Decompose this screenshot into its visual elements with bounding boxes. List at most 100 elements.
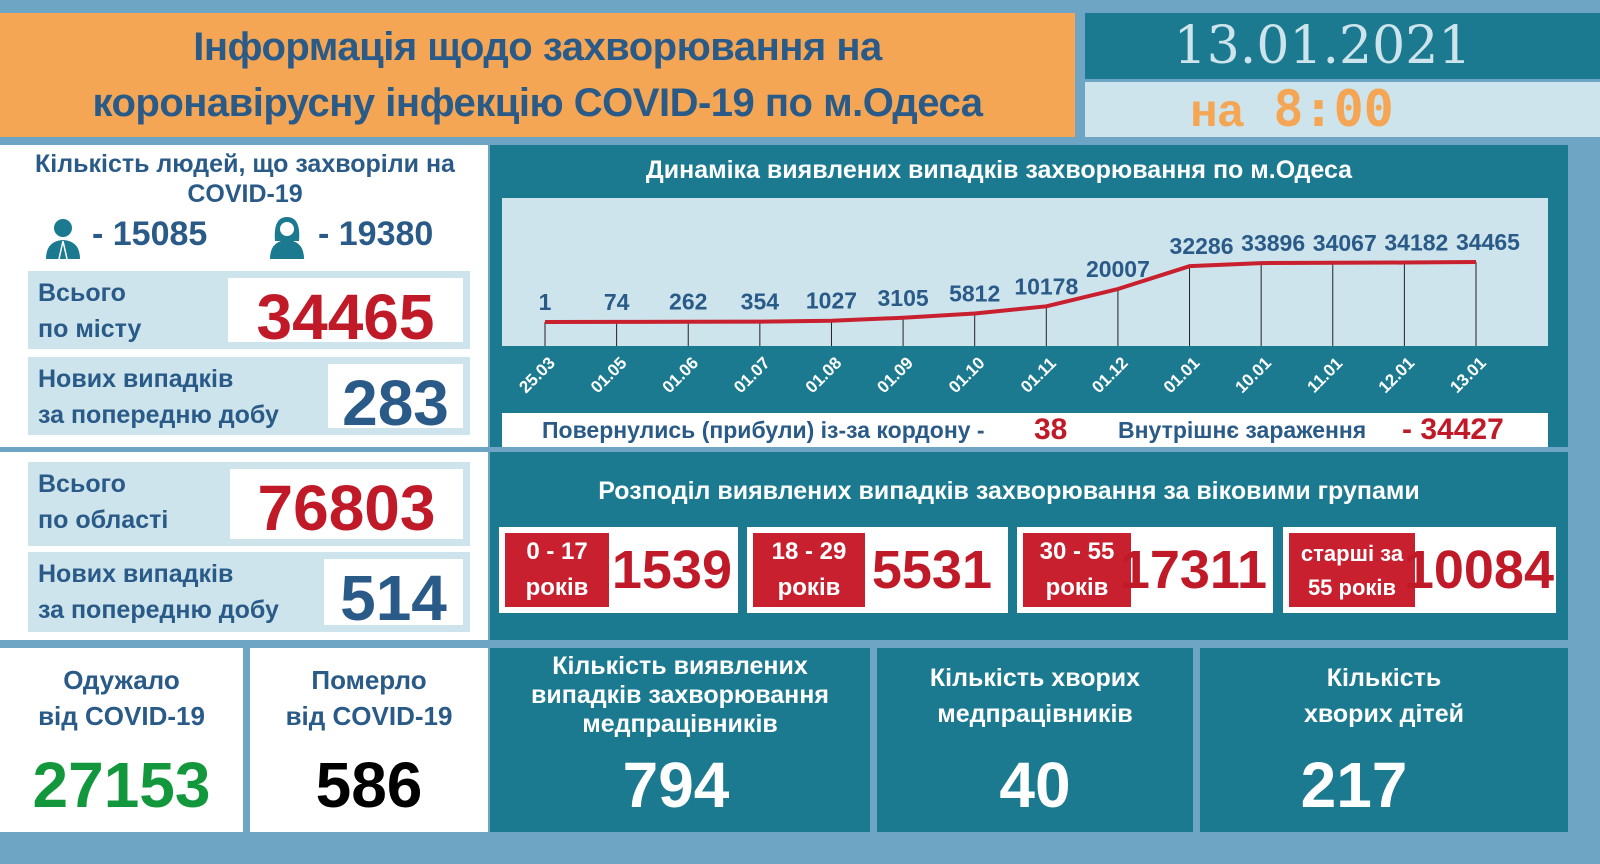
data-label: 3105 <box>877 285 928 311</box>
age-range: 18 - 29 <box>771 538 847 565</box>
age-range: 30 - 55 <box>1039 538 1115 565</box>
age-count: 1539 <box>611 540 732 600</box>
x-tick-label: 01.10 <box>945 353 989 397</box>
region-new-label: Нових випадків <box>38 560 234 588</box>
age-group-18-29: 18 - 29 років 5531 <box>747 527 1008 613</box>
x-tick-label: 01.01 <box>1160 353 1204 397</box>
x-tick-label: 01.12 <box>1088 353 1132 397</box>
data-label: 32286 <box>1170 233 1234 259</box>
died-label-2: від COVID-19 <box>285 701 453 731</box>
x-tick-label: 01.07 <box>730 353 774 397</box>
children-label: Кількість <box>1326 664 1442 692</box>
data-label: 34465 <box>1456 229 1520 255</box>
medics-sick-value: 40 <box>999 749 1071 821</box>
returned-value: 38 <box>1034 413 1068 446</box>
children-panel: Кількість хворих дітей 217 <box>1200 648 1568 832</box>
city-total-value: 34465 <box>228 278 463 353</box>
died-panel: Померло від COVID-19 586 <box>250 648 488 832</box>
x-tick-label: 12.01 <box>1375 353 1419 397</box>
data-label: 34067 <box>1313 230 1377 256</box>
died-value: 586 <box>315 749 423 821</box>
region-total-value: 76803 <box>230 469 463 544</box>
children-label-2: хворих дітей <box>1303 700 1465 728</box>
time-value: 8:00 <box>1273 80 1394 138</box>
data-label: 5812 <box>949 281 1000 307</box>
series-line <box>544 260 1477 324</box>
age-count: 10084 <box>1403 540 1554 600</box>
data-label: 20007 <box>1086 256 1150 282</box>
age-count: 5531 <box>871 540 992 600</box>
x-tick-label: 01.06 <box>659 353 703 397</box>
chart-title: Динаміка виявлених випадків захворювання… <box>645 156 1353 184</box>
woman-icon <box>270 217 304 259</box>
title-line-2: коронавірусну інфекцію COVID-19 по м.Оде… <box>92 81 983 125</box>
man-icon <box>46 219 80 259</box>
internal-label: Внутрішнє зараження <box>1118 417 1367 443</box>
city-new-label-2: за попередню добу <box>38 401 279 429</box>
x-tick-label: 01.09 <box>873 353 917 397</box>
women-count: - 19380 <box>318 215 434 253</box>
medics-cases-panel: Кількість виявлених випадків захворювання… <box>490 648 870 832</box>
report-time: на 8:00 <box>1085 82 1600 137</box>
medics-cases-value: 794 <box>622 749 730 821</box>
x-tick-label: 25.03 <box>515 353 559 397</box>
city-new-label: Нових випадків <box>38 365 234 393</box>
region-total-label-2: по області <box>38 506 169 534</box>
men-count: - 15085 <box>92 215 208 253</box>
city-new-value: 283 <box>328 364 463 439</box>
recovered-label: Одужало <box>63 665 180 695</box>
medics-cases-label-2: випадків захворювання <box>531 681 829 709</box>
region-new-label-2: за попередню добу <box>38 596 279 624</box>
x-tick-label: 11.01 <box>1303 354 1346 397</box>
data-label: 10178 <box>1014 273 1078 299</box>
medics-cases-label: Кількість виявлених <box>552 652 808 680</box>
data-label: 262 <box>669 289 707 315</box>
recovered-value: 27153 <box>32 749 211 821</box>
time-prefix: на <box>1190 84 1244 136</box>
data-label: 33896 <box>1241 230 1305 256</box>
recovered-panel: Одужало від COVID-19 27153 <box>0 648 243 832</box>
city-new-box: Нових випадків за попередню добу 283 <box>28 357 470 439</box>
died-label: Померло <box>311 665 427 695</box>
sources-bar: Повернулись (прибули) із-за кордону - 38… <box>502 413 1548 447</box>
region-total-box: Всього по області 76803 <box>28 462 470 546</box>
city-total-box: Всього по місту 34465 <box>28 271 470 353</box>
data-label: 354 <box>741 289 780 315</box>
x-tick-label: 13.01 <box>1446 353 1490 397</box>
city-total-label-2: по місту <box>38 315 142 343</box>
children-value: 217 <box>1300 749 1408 821</box>
x-tick-label: 01.05 <box>587 353 631 397</box>
age-group-0-17: 0 - 17 років 1539 <box>499 527 738 613</box>
x-tick-label: 01.08 <box>802 353 846 397</box>
city-total-label: Всього <box>38 279 126 307</box>
age-range: старші за <box>1300 541 1404 566</box>
age-count: 17311 <box>1119 540 1267 600</box>
medics-cases-label-3: медпрацівників <box>582 710 778 738</box>
medics-sick-label-2: медпрацівників <box>937 700 1133 728</box>
page-title: Інформація щодо захворювання на коронаві… <box>0 13 1075 137</box>
sick-title: Кількість людей, що захворіли на COVID-1… <box>35 150 455 208</box>
x-tick-label: 01.11 <box>1017 354 1060 397</box>
region-panel: Всього по області 76803 Нових випадків за … <box>0 452 488 640</box>
data-label: 1027 <box>806 288 857 314</box>
region-total-label: Всього <box>38 470 126 498</box>
internal-value: - 34427 <box>1402 413 1504 446</box>
returned-label: Повернулись (прибули) із-за кордону - <box>542 417 985 443</box>
age-title: Розподіл виявлених випадків захворювання… <box>598 477 1420 505</box>
report-date: 13.01.2021 <box>1085 13 1600 79</box>
city-panel: Кількість людей, що захворіли на COVID-1… <box>0 145 488 447</box>
region-new-box: Нових випадків за попередню добу 514 <box>28 552 470 634</box>
title-line-1: Інформація щодо захворювання на <box>193 25 882 69</box>
data-label: 74 <box>604 289 630 315</box>
age-unit: років <box>1045 574 1109 601</box>
recovered-label-2: від COVID-19 <box>38 701 205 731</box>
region-new-value: 514 <box>324 559 463 634</box>
age-group-55-plus: старші за 55 років 10084 <box>1283 527 1556 613</box>
line-chart: 1 25.03 74 01.05 262 01.06 354 01.07 1027 01.08 31… <box>502 198 1548 397</box>
age-range: 0 - 17 <box>526 538 588 565</box>
chart-panel: Динаміка виявлених випадків захворювання… <box>490 145 1568 447</box>
age-group-30-55: 30 - 55 років 17311 <box>1017 527 1273 613</box>
data-label: 34182 <box>1384 230 1448 256</box>
age-unit: років <box>777 574 841 601</box>
x-tick-label: 10.01 <box>1232 353 1276 397</box>
